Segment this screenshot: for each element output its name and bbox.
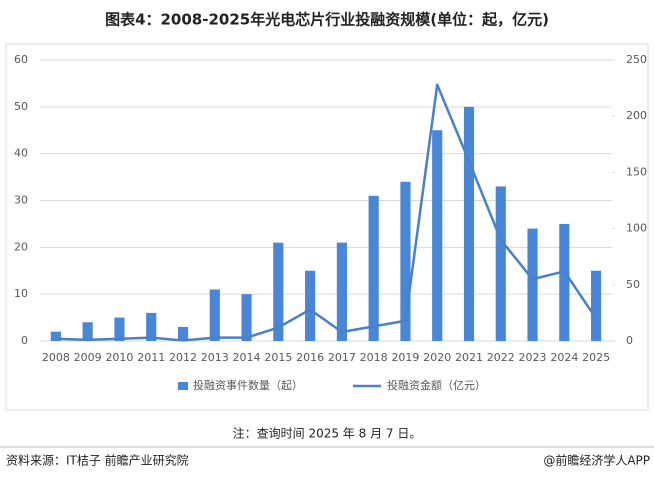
y-tick-label: 40 xyxy=(14,147,28,160)
x-tick-label: 2014 xyxy=(233,351,261,364)
bar xyxy=(432,130,443,341)
x-tick-label: 2009 xyxy=(74,351,102,364)
y2-tick-label: 250 xyxy=(626,53,647,66)
bar xyxy=(463,106,475,341)
y2-tick-label: 100 xyxy=(626,222,647,235)
y-tick-label: 60 xyxy=(14,53,28,66)
x-tick-label: 2013 xyxy=(201,351,229,364)
x-tick-label: 2016 xyxy=(296,351,324,364)
line xyxy=(55,83,598,342)
x-tick-label: 2023 xyxy=(519,351,547,364)
x-tick-label: 2022 xyxy=(487,351,515,364)
bar xyxy=(146,312,157,341)
bar xyxy=(82,322,93,341)
x-tick-label: 2021 xyxy=(455,351,483,364)
y-tick-label: 20 xyxy=(14,240,28,253)
y-tick-label: 30 xyxy=(14,194,28,207)
x-tick-label: 2025 xyxy=(582,351,610,364)
chart-title: 图表4：2008-2025年光电芯片行业投融资规模(单位：起，亿元) xyxy=(105,11,549,29)
x-tick-label: 2017 xyxy=(328,351,356,364)
bar xyxy=(50,331,61,341)
bar xyxy=(400,181,411,341)
chart-frame xyxy=(5,43,649,411)
x-tick-label: 2008 xyxy=(42,351,70,364)
legend-swatch xyxy=(178,382,188,390)
x-tick-label: 2012 xyxy=(169,351,197,364)
bar xyxy=(368,195,379,341)
x-tick-label: 2018 xyxy=(360,351,388,364)
x-tick-label: 2019 xyxy=(391,351,419,364)
y-tick-label: 10 xyxy=(14,287,28,300)
y2-tick-label: 150 xyxy=(626,165,647,178)
bar xyxy=(559,223,570,341)
credit: @前瞻经济学人APP xyxy=(543,453,650,468)
x-tick-label: 2011 xyxy=(137,351,165,364)
bar xyxy=(241,294,252,341)
bar xyxy=(336,242,347,341)
bar xyxy=(591,270,602,341)
source: 资料来源：IT桔子 前瞻产业研究院 xyxy=(6,453,189,468)
bar xyxy=(495,186,506,341)
bar xyxy=(305,270,316,341)
bar xyxy=(273,242,284,341)
y2-tick-label: 0 xyxy=(626,334,633,347)
note: 注：查询时间 2025 年 8 月 7 日。 xyxy=(233,426,422,441)
bar xyxy=(209,289,220,341)
x-tick-label: 2020 xyxy=(423,351,451,364)
y2-tick-label: 50 xyxy=(626,278,640,291)
legend-label: 投融资金额（亿元） xyxy=(387,378,486,392)
x-tick-label: 2024 xyxy=(550,351,578,364)
legend-label: 投融资事件数量（起） xyxy=(193,378,303,392)
y2-tick-label: 200 xyxy=(626,109,647,122)
y-tick-label: 0 xyxy=(21,334,28,347)
x-tick-label: 2015 xyxy=(264,351,292,364)
bar xyxy=(177,326,189,341)
bar xyxy=(527,228,538,341)
x-tick-label: 2010 xyxy=(105,351,133,364)
bar xyxy=(114,317,125,341)
y-tick-label: 50 xyxy=(14,100,28,113)
